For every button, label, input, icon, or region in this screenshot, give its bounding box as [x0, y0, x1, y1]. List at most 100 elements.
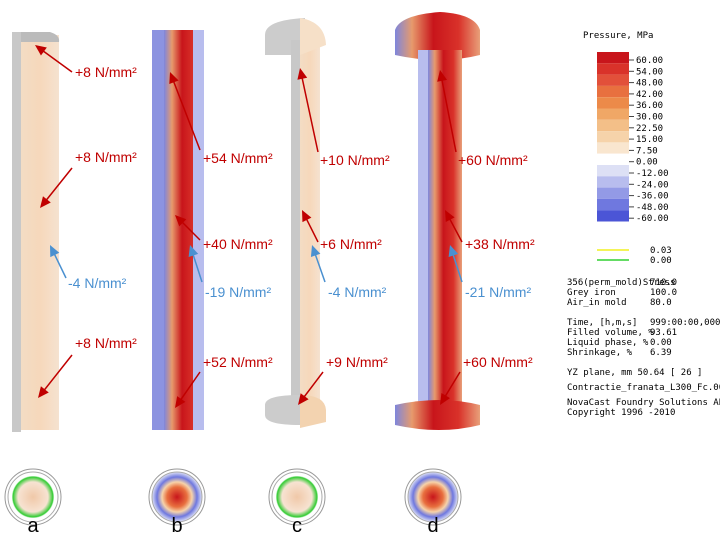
legend-label: 54.00 [636, 67, 663, 77]
arrow-head [50, 245, 60, 258]
legend-swatch [597, 74, 629, 86]
info-value: 710.0 [650, 278, 677, 288]
arrow-head [169, 72, 179, 85]
legend-swatch [597, 165, 629, 177]
stress-label: +52 N/mm² [203, 354, 273, 370]
stress-label: -21 N/mm² [465, 284, 531, 300]
arrow [451, 252, 463, 283]
info-key: Grey iron [567, 288, 616, 298]
stress-label: +38 N/mm² [465, 236, 535, 252]
info-value: 93.61 [650, 328, 677, 338]
legend-label: 60.00 [636, 56, 663, 66]
arrow [443, 371, 461, 399]
panel-label: d [427, 515, 438, 535]
arrow [191, 252, 203, 283]
legend-label: -36.00 [636, 192, 669, 202]
legend-swatch [597, 85, 629, 98]
bar-c [265, 18, 326, 428]
arrow-head [298, 393, 309, 405]
info-value: 6.39 [650, 348, 672, 358]
bar-a [12, 32, 60, 432]
arrow [300, 75, 319, 153]
footer-line: Contractie_franata_L300_Fc.00.psp [567, 383, 720, 393]
legend-label: 36.00 [636, 101, 663, 111]
legend-swatch [597, 187, 629, 199]
legend-swatch [597, 52, 629, 64]
arrow [42, 354, 73, 393]
info-value: 0.00 [650, 338, 672, 348]
stress-label: +6 N/mm² [320, 236, 382, 252]
bar-d [395, 12, 480, 430]
legend-swatch [597, 131, 629, 143]
legend-label: 22.50 [636, 124, 663, 134]
stress-label: +8 N/mm² [75, 64, 137, 80]
legend-label: 0.00 [636, 158, 658, 168]
legend-title: Pressure, MPa [583, 31, 653, 41]
arrow-head [440, 393, 450, 405]
stress-label: -19 N/mm² [205, 284, 271, 300]
stress-label: +60 N/mm² [458, 152, 528, 168]
sections [4, 468, 462, 526]
arrow-head [445, 210, 455, 223]
info-key: Shrinkage, % [567, 348, 633, 358]
legend-label: 0.03 [650, 246, 672, 256]
legend-swatch [597, 210, 629, 222]
arrow-head [188, 245, 199, 258]
arrow [178, 371, 201, 402]
stress-label: +40 N/mm² [203, 236, 273, 252]
arrow-head [35, 45, 47, 56]
arrow [313, 252, 326, 283]
legend-label: 15.00 [636, 135, 663, 145]
legend-label: -48.00 [636, 203, 669, 213]
arrow-head [437, 70, 448, 82]
footer-line: Copyright 1996 -2010 [567, 408, 675, 418]
arrow-head [175, 215, 187, 227]
legend-swatch [597, 119, 629, 132]
info-value: 999:00:00,000 [650, 318, 720, 328]
legend-swatch [597, 142, 629, 154]
arrow [304, 216, 319, 243]
arrow [172, 79, 201, 151]
legend-label: 0.00 [650, 256, 672, 266]
panel-label: a [27, 515, 39, 535]
bar-b [152, 30, 204, 430]
stress-label: -4 N/mm² [68, 275, 127, 291]
arrow-head [297, 68, 308, 80]
stress-label: -4 N/mm² [328, 284, 387, 300]
info-key: Air_in mold [567, 298, 627, 308]
arrow [41, 49, 73, 73]
info-value: 80.0 [650, 298, 672, 308]
arrow [448, 216, 463, 243]
arrow-head [310, 245, 321, 258]
arrow-head [38, 386, 49, 398]
arrow-head [448, 245, 459, 258]
info-key: 356(perm_mold)Stress [567, 278, 675, 288]
stress-label: +10 N/mm² [320, 152, 390, 168]
stress-label: +9 N/mm² [326, 354, 388, 370]
info-key: Time, [h,m,s] [567, 318, 637, 328]
arrow [52, 251, 67, 279]
legend-label: -24.00 [636, 180, 669, 190]
legend-label: 7.50 [636, 146, 658, 156]
legend-swatch [597, 153, 629, 165]
arrow [302, 371, 324, 400]
legend-label: 48.00 [636, 79, 663, 89]
stress-label: +8 N/mm² [75, 335, 137, 351]
legend-label: 30.00 [636, 113, 663, 123]
footer-line: NovaCast Foundry Solutions AB [567, 398, 720, 408]
arrow [44, 167, 73, 203]
arrow-head [175, 396, 186, 408]
legend-label: -12.00 [636, 169, 669, 179]
panel-label: b [171, 515, 182, 535]
legend-swatch [597, 97, 629, 109]
info-value: 100.0 [650, 288, 677, 298]
legend-label: -60.00 [636, 214, 669, 224]
stress-label: +60 N/mm² [463, 354, 533, 370]
stress-label: +54 N/mm² [203, 150, 273, 166]
legend-swatch [597, 198, 629, 211]
legend-label: 42.00 [636, 90, 663, 100]
arrow [440, 77, 457, 153]
footer-line: YZ plane, mm 50.64 [ 26 ] [567, 368, 702, 378]
legend-swatch [597, 63, 629, 75]
